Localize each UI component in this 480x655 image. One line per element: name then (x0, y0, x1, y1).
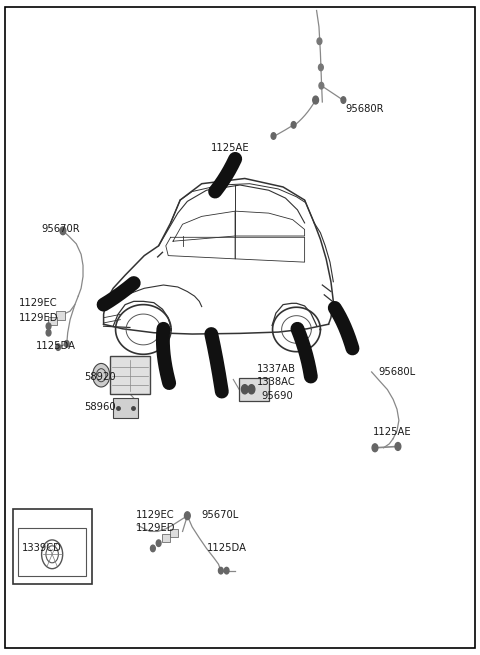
Circle shape (319, 83, 324, 89)
Circle shape (313, 96, 319, 104)
Text: 95670R: 95670R (41, 225, 80, 234)
Text: 95670L: 95670L (202, 510, 239, 520)
Text: 1129EC: 1129EC (19, 298, 58, 309)
Circle shape (341, 97, 346, 103)
Circle shape (224, 567, 229, 574)
Bar (239, 378, 269, 401)
Bar (48, 316, 57, 325)
Text: 95680L: 95680L (379, 367, 416, 377)
Bar (161, 534, 170, 542)
Text: 1125AE: 1125AE (373, 427, 412, 437)
Circle shape (151, 545, 156, 552)
Circle shape (46, 323, 51, 329)
Circle shape (156, 540, 161, 546)
Bar (56, 311, 65, 320)
Circle shape (291, 122, 296, 128)
Circle shape (93, 364, 110, 387)
Circle shape (60, 227, 66, 234)
Circle shape (319, 64, 323, 71)
Text: 58960: 58960 (84, 402, 116, 412)
Text: 95690: 95690 (262, 391, 293, 401)
Text: 1129ED: 1129ED (19, 312, 59, 323)
Circle shape (241, 384, 248, 394)
Circle shape (248, 384, 255, 394)
Text: 58920: 58920 (84, 371, 116, 381)
Text: 1125DA: 1125DA (36, 341, 76, 351)
Circle shape (372, 444, 378, 452)
Bar (18, 528, 86, 576)
Bar (169, 529, 178, 537)
Circle shape (218, 567, 223, 574)
Bar (110, 356, 151, 394)
Bar (113, 398, 138, 418)
Circle shape (64, 341, 69, 347)
Bar (12, 508, 92, 584)
Text: 1129EC: 1129EC (136, 510, 174, 520)
Circle shape (184, 512, 190, 519)
Text: 1337AB: 1337AB (257, 364, 296, 374)
Circle shape (56, 344, 60, 350)
Text: 1339CD: 1339CD (22, 543, 62, 553)
Circle shape (317, 38, 322, 45)
Text: 1129ED: 1129ED (136, 523, 175, 533)
Text: 1338AC: 1338AC (257, 377, 296, 387)
Circle shape (46, 329, 51, 336)
Circle shape (395, 443, 401, 451)
Circle shape (271, 133, 276, 140)
Text: 1125DA: 1125DA (206, 543, 247, 553)
Text: 1125AE: 1125AE (211, 143, 250, 153)
Text: 95680R: 95680R (345, 103, 384, 113)
